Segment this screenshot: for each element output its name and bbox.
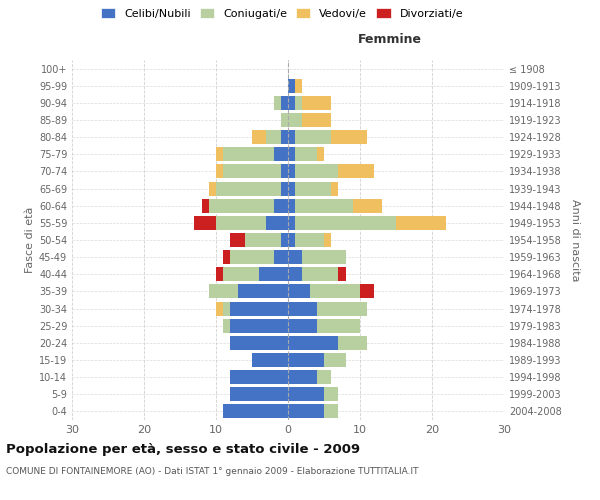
Bar	[288, 388, 324, 402]
Bar	[216, 268, 223, 281]
Bar	[288, 78, 295, 92]
Bar	[223, 148, 274, 162]
Bar	[295, 164, 338, 178]
Bar	[209, 182, 216, 196]
Bar	[252, 353, 288, 367]
Bar	[295, 216, 396, 230]
Bar	[230, 302, 288, 316]
Bar	[295, 96, 302, 110]
Bar	[274, 148, 288, 162]
Bar	[274, 250, 288, 264]
Bar	[324, 233, 331, 247]
Bar	[288, 130, 295, 144]
Bar	[223, 250, 230, 264]
Bar	[360, 284, 374, 298]
Bar	[245, 233, 281, 247]
Bar	[223, 164, 281, 178]
Bar	[281, 164, 288, 178]
Bar	[281, 130, 288, 144]
Bar	[288, 336, 338, 350]
Text: COMUNE DI FONTAINEMORE (AO) - Dati ISTAT 1° gennaio 2009 - Elaborazione TUTTITAL: COMUNE DI FONTAINEMORE (AO) - Dati ISTAT…	[6, 468, 419, 476]
Text: Femmine: Femmine	[358, 32, 422, 46]
Bar	[209, 198, 274, 212]
Bar	[288, 284, 310, 298]
Bar	[288, 216, 295, 230]
Bar	[338, 164, 374, 178]
Bar	[302, 113, 331, 127]
Bar	[216, 148, 223, 162]
Bar	[194, 216, 216, 230]
Bar	[317, 148, 324, 162]
Bar	[230, 370, 288, 384]
Bar	[288, 182, 295, 196]
Bar	[202, 198, 209, 212]
Bar	[302, 268, 338, 281]
Bar	[223, 302, 230, 316]
Bar	[238, 284, 288, 298]
Bar	[288, 113, 302, 127]
Bar	[274, 198, 288, 212]
Y-axis label: Anni di nascita: Anni di nascita	[570, 198, 580, 281]
Bar	[252, 130, 266, 144]
Bar	[302, 250, 346, 264]
Bar	[209, 284, 238, 298]
Bar	[230, 250, 274, 264]
Bar	[295, 182, 331, 196]
Bar	[288, 370, 317, 384]
Bar	[281, 233, 288, 247]
Bar	[288, 148, 295, 162]
Bar	[331, 130, 367, 144]
Text: Popolazione per età, sesso e stato civile - 2009: Popolazione per età, sesso e stato civil…	[6, 442, 360, 456]
Bar	[324, 404, 338, 418]
Bar	[338, 336, 367, 350]
Bar	[396, 216, 446, 230]
Bar	[230, 336, 288, 350]
Bar	[324, 353, 346, 367]
Bar	[288, 268, 302, 281]
Bar	[281, 182, 288, 196]
Bar	[295, 148, 317, 162]
Bar	[295, 78, 302, 92]
Bar	[288, 318, 317, 332]
Bar	[317, 370, 331, 384]
Bar	[223, 404, 288, 418]
Bar	[288, 198, 295, 212]
Bar	[310, 284, 360, 298]
Bar	[288, 96, 295, 110]
Bar	[266, 130, 281, 144]
Bar	[230, 388, 288, 402]
Legend: Celibi/Nubili, Coniugati/e, Vedovi/e, Divorziati/e: Celibi/Nubili, Coniugati/e, Vedovi/e, Di…	[101, 8, 463, 19]
Bar	[338, 268, 346, 281]
Bar	[331, 182, 338, 196]
Bar	[288, 250, 302, 264]
Bar	[295, 130, 331, 144]
Bar	[281, 96, 288, 110]
Bar	[317, 318, 360, 332]
Bar	[317, 302, 367, 316]
Bar	[216, 216, 266, 230]
Bar	[288, 353, 324, 367]
Bar	[223, 318, 230, 332]
Bar	[295, 233, 324, 247]
Bar	[288, 233, 295, 247]
Bar	[324, 388, 338, 402]
Bar	[259, 268, 288, 281]
Bar	[353, 198, 382, 212]
Bar	[288, 302, 317, 316]
Bar	[216, 302, 223, 316]
Bar	[274, 96, 281, 110]
Bar	[216, 182, 281, 196]
Bar	[295, 198, 353, 212]
Y-axis label: Fasce di età: Fasce di età	[25, 207, 35, 273]
Bar	[223, 268, 259, 281]
Bar	[216, 164, 223, 178]
Bar	[281, 113, 288, 127]
Bar	[302, 96, 331, 110]
Bar	[266, 216, 288, 230]
Bar	[288, 164, 295, 178]
Bar	[288, 404, 324, 418]
Bar	[230, 318, 288, 332]
Bar	[230, 233, 245, 247]
